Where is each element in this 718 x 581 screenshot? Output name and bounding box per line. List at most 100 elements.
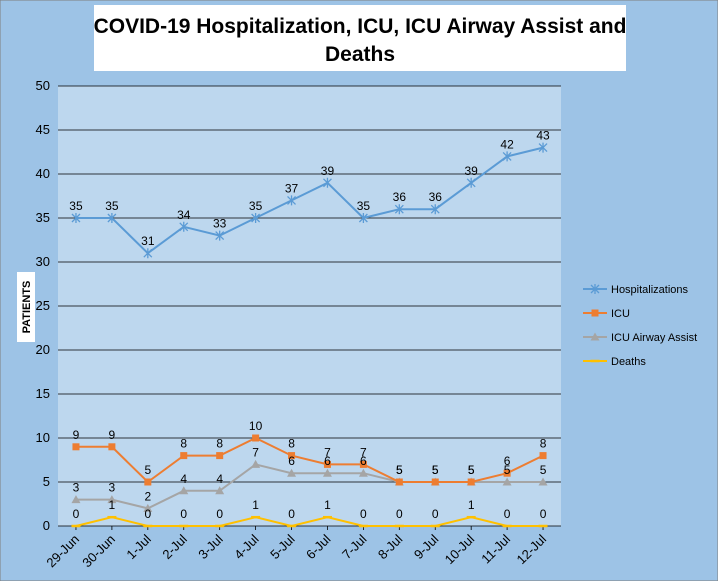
data-point-icu	[467, 478, 475, 486]
data-label-icu-airway-assist: 5	[504, 463, 511, 477]
data-label-hospitalizations: 34	[177, 208, 191, 222]
legend-label: Deaths	[611, 356, 646, 368]
y-tick-label: 25	[36, 298, 50, 313]
data-label-hospitalizations: 35	[105, 199, 119, 213]
data-point-icu	[503, 469, 511, 477]
data-point-hospitalizations	[394, 204, 404, 215]
data-point-hospitalizations	[430, 204, 440, 215]
series-hospitalizations	[71, 142, 548, 259]
data-point-icu	[395, 478, 403, 486]
y-tick-label: 50	[36, 78, 50, 93]
data-label-icu-airway-assist: 3	[109, 481, 116, 495]
data-label-icu-airway-assist: 5	[468, 463, 475, 477]
data-point-icu-airway-assist	[322, 468, 332, 477]
data-point-icu	[288, 452, 296, 460]
data-label-deaths: 0	[180, 507, 187, 521]
data-label-icu-airway-assist: 5	[432, 463, 439, 477]
legend-label: Hospitalizations	[611, 284, 689, 296]
data-point-icu-airway-assist	[287, 468, 297, 477]
data-label-icu-airway-assist: 6	[324, 454, 331, 468]
data-label-icu: 5	[468, 463, 475, 477]
legend-swatch-marker	[590, 332, 600, 341]
y-tick-label: 5	[43, 474, 50, 489]
data-label-deaths: 0	[504, 507, 511, 521]
data-label-icu: 5	[396, 463, 403, 477]
y-tick-label: 10	[36, 430, 50, 445]
data-label-deaths: 0	[144, 507, 151, 521]
data-label-icu-airway-assist: 6	[288, 454, 295, 468]
data-point-icu	[144, 478, 152, 486]
data-point-hospitalizations	[71, 213, 81, 223]
series-line-deaths	[75, 516, 544, 528]
data-label-hospitalizations: 36	[429, 190, 443, 204]
data-label-icu: 7	[324, 445, 331, 459]
y-axis-ticks: 0 5 10 15 20 25 30 35 40 45 50	[36, 78, 50, 533]
data-point-icu	[539, 452, 547, 460]
data-label-icu: 10	[249, 419, 263, 433]
data-label-icu: 5	[432, 463, 439, 477]
y-tick-label: 30	[36, 254, 50, 269]
data-label-hospitalizations: 35	[249, 199, 263, 213]
data-label-deaths: 1	[109, 498, 116, 512]
data-point-hospitalizations	[107, 213, 117, 223]
data-label-icu: 7	[360, 445, 367, 459]
data-point-icu-airway-assist	[502, 477, 512, 486]
data-label-deaths: 0	[540, 507, 547, 521]
data-label-icu: 8	[540, 437, 547, 451]
data-point-icu	[72, 443, 80, 451]
data-label-hospitalizations: 31	[141, 234, 155, 248]
data-point-icu-airway-assist	[143, 503, 153, 512]
data-label-hospitalizations: 36	[393, 190, 407, 204]
data-label-deaths: 0	[216, 507, 223, 521]
data-point-icu	[108, 443, 116, 451]
legend-item-hospitalizations: Hospitalizations	[583, 284, 689, 296]
series-layer	[71, 142, 548, 528]
data-point-icu-airway-assist	[107, 495, 117, 504]
series-icu	[72, 434, 547, 486]
y-axis-label: PATIENTS	[21, 281, 33, 334]
data-label-hospitalizations: 39	[321, 164, 335, 178]
data-label-icu: 9	[109, 428, 116, 442]
data-point-hospitalizations	[323, 177, 332, 188]
legend: Hospitalizations ICU ICU Airway Assist Deat…	[583, 284, 697, 368]
data-point-icu-airway-assist	[71, 495, 81, 504]
data-label-hospitalizations: 43	[536, 129, 550, 143]
data-label-icu-airway-assist: 2	[144, 489, 151, 503]
data-label-deaths: 0	[288, 507, 295, 521]
data-point-icu	[323, 460, 331, 468]
data-label-hospitalizations: 42	[500, 137, 514, 151]
data-label-icu-airway-assist: 6	[360, 454, 367, 468]
y-tick-label: 20	[36, 342, 50, 357]
data-label-icu-airway-assist: 4	[180, 472, 187, 486]
data-label-hospitalizations: 35	[69, 199, 83, 213]
data-point-icu-airway-assist	[358, 468, 368, 477]
data-point-hospitalizations	[358, 213, 368, 223]
legend-item-icu-airway-assist: ICU Airway Assist	[583, 332, 697, 344]
data-point-icu	[216, 452, 224, 460]
data-point-hospitalizations	[251, 213, 261, 223]
data-label-icu: 8	[288, 437, 295, 451]
data-label-deaths: 0	[432, 507, 439, 521]
y-tick-label: 45	[36, 122, 50, 137]
data-point-icu-airway-assist	[215, 486, 225, 495]
chart-title-line-1: COVID-19 Hospitalization, ICU, ICU Airwa…	[94, 15, 627, 38]
data-label-icu-airway-assist: 4	[216, 472, 223, 486]
data-label-hospitalizations: 37	[285, 181, 299, 195]
data-label-deaths: 1	[252, 498, 259, 512]
data-point-icu-airway-assist	[179, 486, 189, 495]
data-label-icu: 5	[144, 463, 151, 477]
data-point-icu	[359, 460, 367, 468]
data-label-icu-airway-assist: 5	[396, 463, 403, 477]
data-point-hospitalizations	[143, 248, 153, 259]
data-point-icu	[180, 452, 188, 460]
legend-swatch-marker	[590, 284, 600, 294]
data-label-deaths: 0	[73, 507, 80, 521]
data-label-icu-airway-assist: 7	[252, 445, 259, 459]
data-label-icu-airway-assist: 5	[540, 463, 547, 477]
y-tick-label: 40	[36, 166, 50, 181]
data-point-icu	[431, 478, 439, 486]
y-tick-label: 35	[36, 210, 50, 225]
legend-item-deaths: Deaths	[583, 356, 646, 368]
